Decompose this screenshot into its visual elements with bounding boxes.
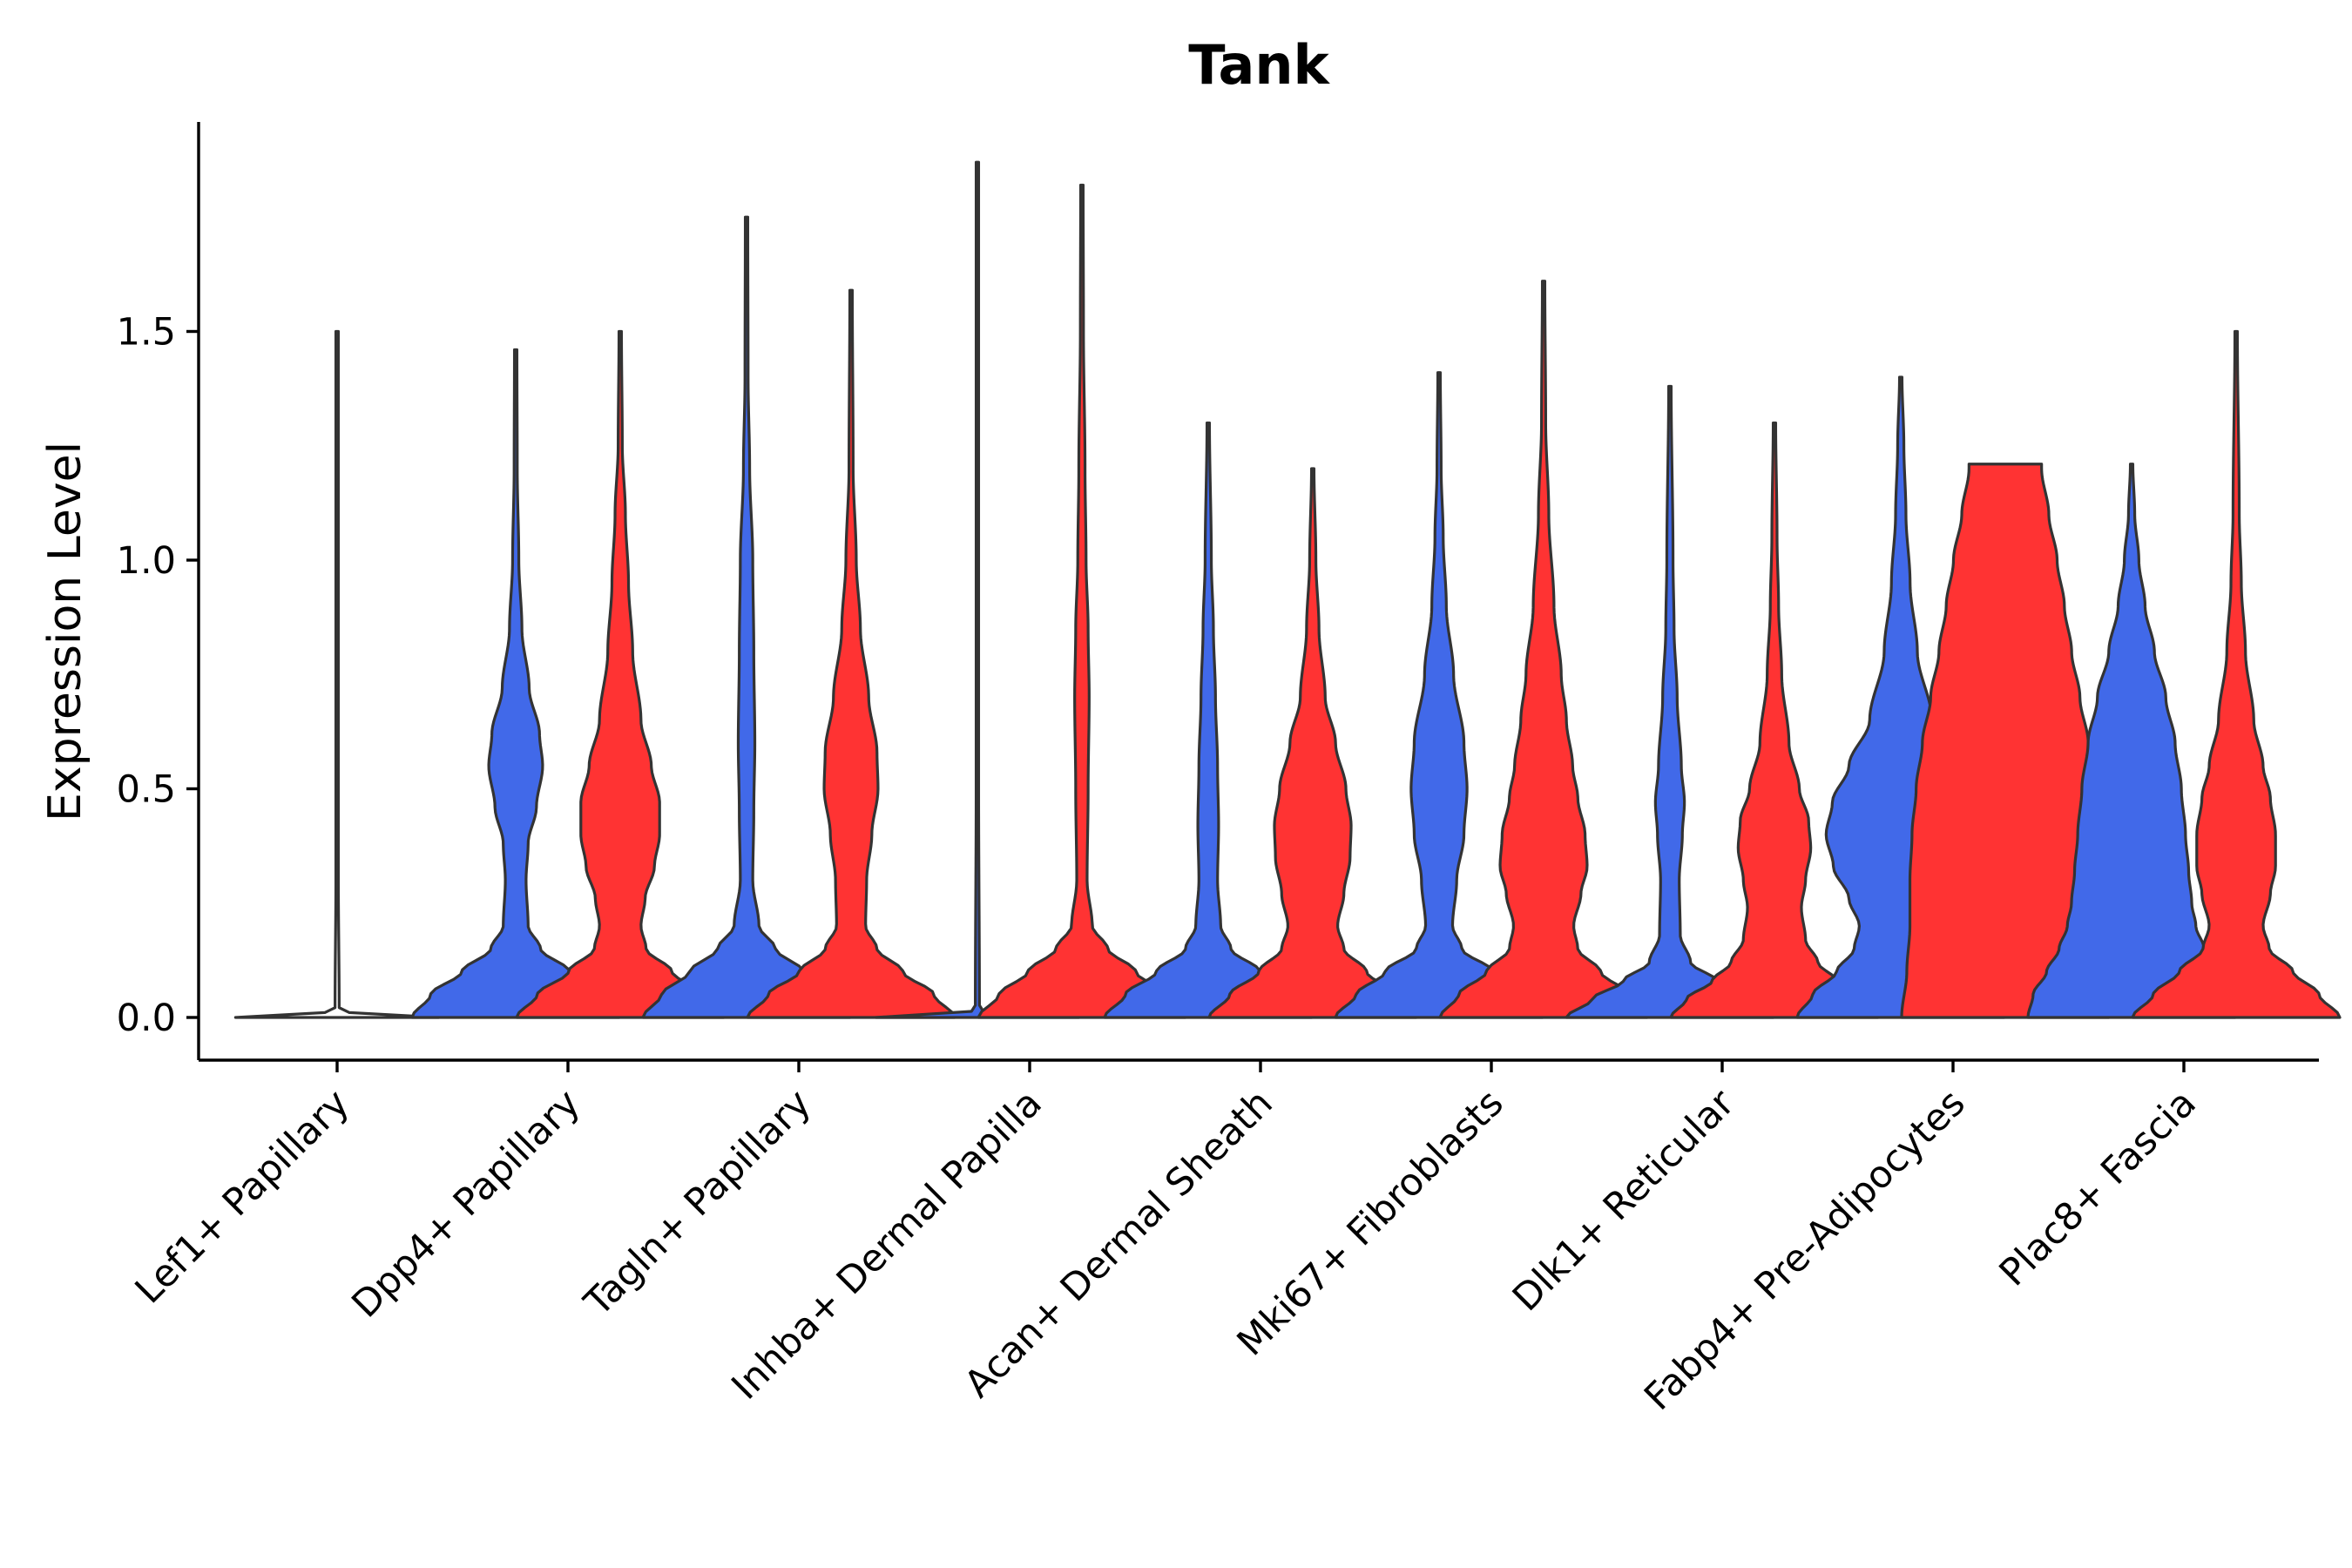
violin-group_a-6: [1334, 371, 1544, 1019]
violin-group_a-9: [2026, 463, 2237, 1019]
y-tick-label: 1.5: [117, 311, 176, 355]
violin-group_b-9: [2131, 329, 2342, 1019]
y-axis-title: Expression Level: [39, 442, 91, 821]
violin-group_a-1: [233, 329, 441, 1019]
violin-group_a-5: [1103, 421, 1314, 1019]
x-tick-label: Dlk1+ Reticular: [1504, 1081, 1743, 1320]
violin-group_a-7: [1565, 384, 1775, 1019]
violins-layer: [233, 160, 2342, 1019]
violin-group_b-7: [1669, 421, 1880, 1019]
violin-group_a-3: [641, 215, 852, 1019]
x-tick-label: Plac8+ Fascia: [1991, 1081, 2205, 1294]
chart-title: Tank: [1188, 33, 1330, 97]
y-tick-label: 1.0: [117, 539, 176, 583]
x-tick-label: Tagln+ Papillary: [576, 1081, 820, 1325]
x-tick-label: Lef1+ Papillary: [127, 1081, 358, 1312]
violin-group_b-2: [515, 329, 726, 1019]
x-tick-label: Dpp4+ Papillary: [344, 1081, 589, 1326]
violin-group_b-3: [746, 288, 956, 1019]
y-tick-label: 0.5: [117, 768, 176, 812]
y-tick-label: 0.0: [117, 997, 176, 1040]
violin-group_a-2: [410, 348, 621, 1019]
violin-group_b-4: [977, 183, 1187, 1019]
violin-group_b-5: [1207, 467, 1418, 1019]
x-tick-label: Mki67+ Fibroblasts: [1229, 1081, 1512, 1364]
violin-group_b-6: [1438, 280, 1649, 1019]
violin-group_a-4: [874, 160, 1081, 1019]
